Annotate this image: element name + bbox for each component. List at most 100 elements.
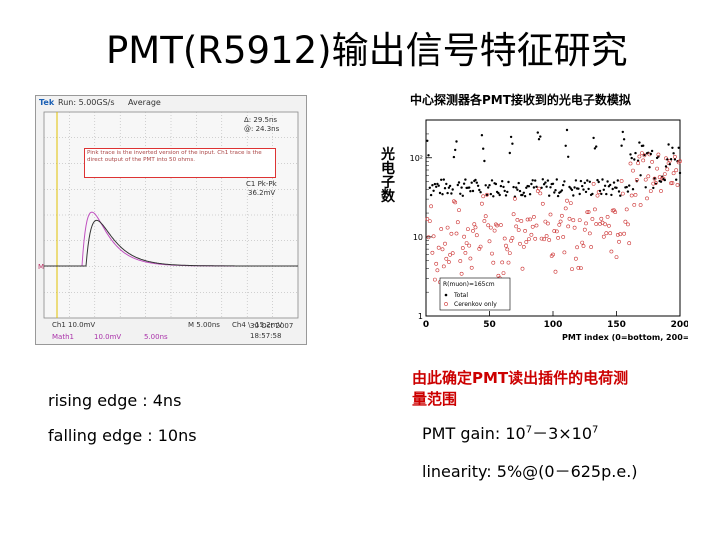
point-cerenkov [662, 172, 667, 177]
point-cerenkov [530, 224, 535, 229]
point-total [440, 178, 443, 181]
point-total [664, 165, 668, 168]
point-cerenkov [617, 239, 621, 244]
point-cerenkov [650, 160, 655, 164]
point-total [560, 189, 564, 192]
point-cerenkov [507, 251, 512, 256]
pmt-scatter-plot: 0 50 100 150 200 1 10 10² R(muon)=165cm Total C… [410, 119, 688, 342]
point-cerenkov [455, 220, 460, 225]
point-total [497, 191, 500, 195]
point-cerenkov [645, 196, 649, 201]
ch1-trace [44, 219, 298, 267]
point-cerenkov [495, 223, 500, 228]
point-total [451, 188, 454, 191]
point-total [600, 192, 603, 196]
x-tick-label: 100 [544, 320, 563, 330]
point-total [482, 147, 485, 150]
point-total [629, 153, 632, 156]
point-cerenkov [669, 181, 674, 186]
point-total [532, 186, 536, 189]
point-total [431, 184, 434, 187]
point-cerenkov [608, 231, 613, 236]
point-cerenkov [534, 223, 539, 228]
point-cerenkov [661, 176, 666, 181]
point-cerenkov [430, 250, 435, 255]
point-total [652, 186, 655, 190]
point-total [478, 188, 481, 192]
point-total [644, 186, 647, 189]
gain-mid: －3×10 [532, 424, 593, 443]
plot-x-axis-label: PMT index (0=bottom, 200=top) [562, 333, 688, 342]
point-total [456, 183, 459, 187]
point-total [537, 138, 541, 141]
point-cerenkov [494, 222, 498, 227]
point-cerenkov [675, 183, 680, 187]
point-total [548, 194, 551, 197]
scope-date: 30 Oct 2007 [250, 322, 294, 330]
point-total [542, 183, 546, 186]
point-total [565, 128, 569, 132]
point-cerenkov [570, 267, 574, 272]
point-cerenkov [554, 229, 559, 234]
point-cerenkov [515, 218, 520, 222]
point-cerenkov [482, 219, 487, 223]
scope-time: 18:57:58 [250, 332, 282, 340]
point-cerenkov [633, 193, 638, 197]
point-total [612, 181, 616, 184]
point-total [549, 186, 552, 189]
point-total [617, 190, 621, 193]
point-total [484, 184, 487, 187]
point-cerenkov [547, 238, 552, 242]
point-total [535, 185, 538, 188]
point-total [432, 189, 435, 192]
point-cerenkov [480, 201, 484, 206]
point-cerenkov [653, 181, 658, 185]
point-cerenkov [511, 212, 516, 217]
point-total [509, 135, 513, 139]
point-total [578, 192, 581, 196]
point-total [521, 193, 524, 197]
point-total [562, 183, 565, 187]
point-total [474, 178, 477, 182]
page-title: PMT(R5912)输出信号特征研究 [106, 29, 628, 72]
point-total [441, 193, 444, 196]
point-total [480, 134, 484, 137]
point-cerenkov [526, 237, 531, 242]
point-cerenkov [565, 198, 569, 203]
point-cerenkov [572, 225, 577, 230]
point-total [567, 155, 570, 158]
point-cerenkov [595, 193, 600, 198]
point-total [593, 147, 597, 150]
math-time: 5.00ns [144, 333, 168, 341]
y-tick-label: 10² [410, 154, 423, 163]
point-cerenkov [425, 217, 430, 221]
point-cerenkov [631, 168, 635, 173]
point-total [582, 188, 585, 191]
point-total [428, 186, 431, 189]
point-cerenkov [466, 227, 470, 232]
point-cerenkov [561, 235, 566, 239]
point-cerenkov [571, 218, 576, 223]
point-total [610, 193, 613, 197]
point-cerenkov [615, 233, 620, 237]
point-total [450, 192, 453, 195]
point-cerenkov [605, 215, 610, 219]
point-total [583, 181, 586, 185]
point-cerenkov [464, 241, 469, 246]
point-total [503, 189, 506, 193]
point-total [527, 185, 531, 188]
point-cerenkov [490, 251, 494, 256]
point-cerenkov [543, 219, 548, 224]
point-total [643, 153, 646, 157]
point-total [470, 181, 473, 184]
point-cerenkov [562, 250, 567, 255]
point-cerenkov [434, 261, 439, 266]
point-total [553, 191, 556, 194]
point-cerenkov [531, 215, 536, 219]
x-tick-label: 200 [671, 320, 688, 330]
math-scale: 10.0mV [94, 333, 122, 341]
point-cerenkov [444, 256, 449, 261]
point-total [649, 152, 652, 156]
point-cerenkov [589, 245, 594, 249]
point-cerenkov [439, 227, 444, 231]
